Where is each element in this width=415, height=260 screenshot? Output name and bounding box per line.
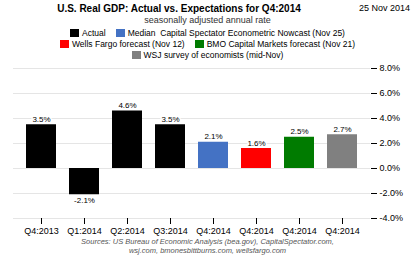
svg-text:1.6%: 1.6% (247, 139, 265, 148)
svg-text:2.1%: 2.1% (204, 132, 222, 141)
svg-text:-2.1%: -2.1% (74, 196, 95, 205)
svg-text:Q1:2014: Q1:2014 (67, 226, 102, 236)
html-text:seasonally adjusted annual rat: seasonally adjusted annual rate (144, 15, 271, 25)
svg-text:4.6%: 4.6% (118, 101, 136, 110)
html-text:Actual: Actual (82, 28, 106, 38)
svg-text:Q4:2013: Q4:2013 (24, 226, 59, 236)
html-text:Median Capital Spectator Econo: Median Capital Spectator Econometric Now… (127, 28, 345, 38)
svg-text:8.0%: 8.0% (380, 63, 401, 73)
html-text:U.S. Real GDP: Actual vs. Expe: U.S. Real GDP: Actual vs. Expectations f… (57, 3, 301, 14)
svg-text:Q4:2014: Q4:2014 (239, 226, 274, 236)
svg-text:3.5%: 3.5% (161, 115, 179, 124)
html-text:25 Nov 2014: 25 Nov 2014 (359, 3, 410, 13)
svg-text:2.7%: 2.7% (333, 125, 351, 134)
svg-text:Q4:2014: Q4:2014 (196, 226, 231, 236)
svg-text:6.0%: 6.0% (380, 88, 401, 98)
html-text:Wells Fargo forecast (Nov 12): Wells Fargo forecast (Nov 12) (72, 39, 185, 49)
svg-text:Q2:2014: Q2:2014 (110, 226, 145, 236)
html-text:WSJ survey of economists (mid-: WSJ survey of economists (mid-Nov) (143, 50, 284, 60)
svg-text:4.0%: 4.0% (380, 113, 401, 123)
svg-text:3.5%: 3.5% (32, 115, 50, 124)
html-text:Sources: US Bureau of Economic: Sources: US Bureau of Economic Analysis … (81, 237, 334, 255)
svg-text:2.0%: 2.0% (380, 138, 401, 148)
svg-text:2.5%: 2.5% (290, 127, 308, 136)
html-text:BMO Capital Markets forecast (: BMO Capital Markets forecast (Nov 21) (206, 39, 355, 49)
svg-text:-4.0%: -4.0% (380, 213, 404, 223)
svg-text:-2.0%: -2.0% (380, 188, 404, 198)
svg-text:Q4:2014: Q4:2014 (282, 226, 317, 236)
svg-text:Q3:2014: Q3:2014 (153, 226, 188, 236)
svg-text:Q4:2014: Q4:2014 (325, 226, 360, 236)
svg-text:0.0%: 0.0% (380, 163, 401, 173)
